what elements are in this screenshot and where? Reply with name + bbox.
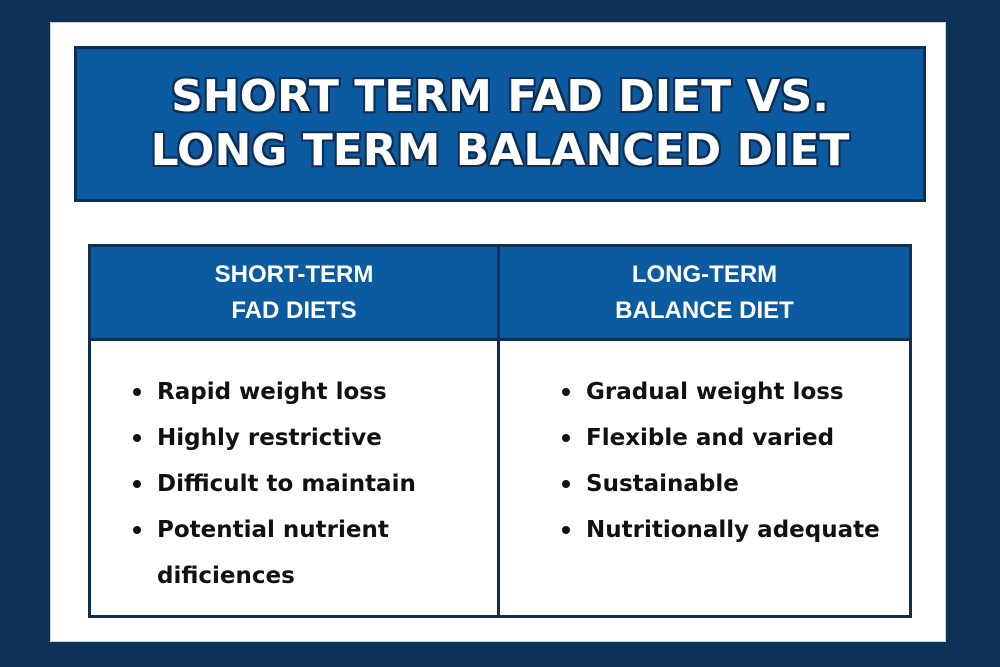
long-term-header: LONG-TERM BALANCE DIET (500, 247, 909, 341)
list-item: Sustainable (558, 461, 886, 507)
short-term-header-line-2: FAD DIETS (231, 296, 357, 324)
list-item-text: Difficult to maintain (157, 471, 416, 497)
list-item: Gradual weight loss (558, 369, 886, 415)
bullet-icon (562, 434, 570, 442)
title-line-2: LONG TERM BALANCED DIET (150, 125, 850, 176)
short-term-header-line-1: SHORT-TERM (214, 260, 374, 288)
bullet-icon (133, 526, 141, 534)
bullet-icon (133, 434, 141, 442)
list-item: Difficult to maintain (129, 461, 497, 507)
long-term-header-line-1: LONG-TERM (631, 260, 778, 288)
list-item: Highly restrictive (129, 415, 497, 461)
title-line-1: SHORT TERM FAD DIET VS. (171, 71, 829, 122)
short-term-body: Rapid weight loss Highly restrictive Dif… (91, 341, 497, 615)
long-term-body: Gradual weight loss Flexible and varied … (500, 341, 909, 615)
list-item-text: Sustainable (586, 471, 739, 497)
long-term-header-line-2: BALANCE DIET (615, 296, 794, 324)
list-item: Potential nutrient dificiences (129, 507, 497, 599)
long-term-column: LONG-TERM BALANCE DIET Gradual weight lo… (500, 247, 909, 615)
bullet-icon (562, 388, 570, 396)
short-term-column: SHORT-TERM FAD DIETS Rapid weight loss H… (91, 247, 500, 615)
list-item: Rapid weight loss (129, 369, 497, 415)
list-item-text: Highly restrictive (157, 425, 382, 451)
bullet-icon (562, 526, 570, 534)
bullet-icon (133, 480, 141, 488)
short-term-header: SHORT-TERM FAD DIETS (91, 247, 497, 341)
list-item-text: Flexible and varied (586, 425, 835, 451)
list-item-text: Nutritionally adequate (586, 517, 880, 543)
short-term-list: Rapid weight loss Highly restrictive Dif… (129, 369, 497, 599)
long-term-list: Gradual weight loss Flexible and varied … (558, 369, 886, 553)
bullet-icon (562, 480, 570, 488)
title-banner: SHORT TERM FAD DIET VS. LONG TERM BALANC… (74, 46, 926, 202)
list-item: Flexible and varied (558, 415, 886, 461)
list-item-text: Potential nutrient dificiences (157, 517, 389, 589)
list-item-text: Rapid weight loss (157, 379, 387, 405)
comparison-table: SHORT-TERM FAD DIETS Rapid weight loss H… (88, 244, 912, 618)
bullet-icon (133, 388, 141, 396)
list-item: Nutritionally adequate (558, 507, 886, 553)
list-item-text: Gradual weight loss (586, 379, 844, 405)
